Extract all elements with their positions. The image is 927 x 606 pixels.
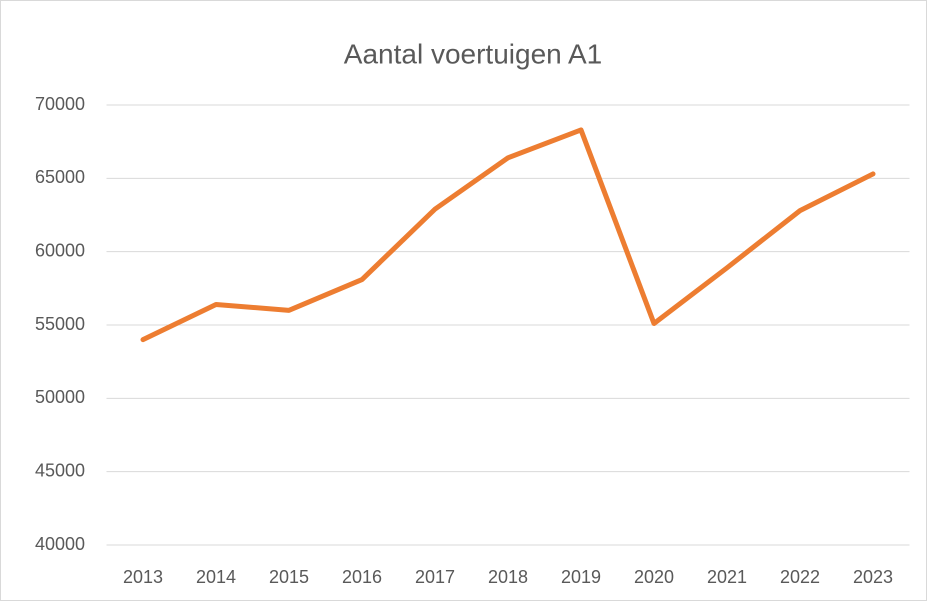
data-line [140, 127, 876, 343]
chart-title: Aantal voertuigen A1 [344, 38, 602, 69]
x-tick-label: 2015 [269, 567, 309, 587]
x-tick-label: 2017 [415, 567, 455, 587]
x-tick-label: 2023 [853, 567, 893, 587]
x-tick-label: 2016 [342, 567, 382, 587]
x-tick-label: 2014 [196, 567, 236, 587]
y-tick-label: 55000 [35, 314, 85, 334]
y-tick-label: 60000 [35, 240, 85, 260]
y-tick-label: 40000 [35, 534, 85, 554]
x-tick-label: 2018 [488, 567, 528, 587]
y-tick-label: 70000 [35, 94, 85, 114]
y-tick-label: 65000 [35, 167, 85, 187]
x-tick-label: 2020 [634, 567, 674, 587]
x-tick-label: 2021 [707, 567, 747, 587]
x-tick-label: 2019 [561, 567, 601, 587]
y-tick-label: 45000 [35, 460, 85, 480]
x-tick-label: 2013 [123, 567, 163, 587]
x-tick-label: 2022 [780, 567, 820, 587]
y-tick-label: 50000 [35, 387, 85, 407]
